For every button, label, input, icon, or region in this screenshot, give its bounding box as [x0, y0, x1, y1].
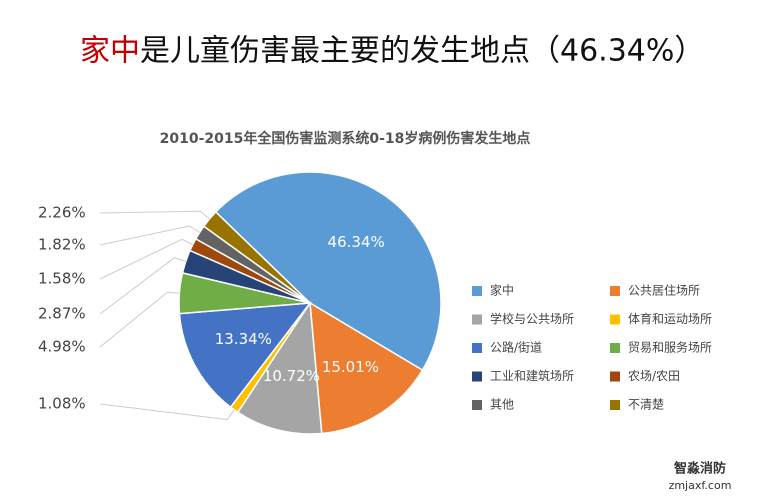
data-label: 1.82% — [38, 236, 86, 254]
data-label: 10.72% — [263, 367, 320, 385]
legend-swatch — [472, 314, 482, 325]
legend-swatch — [472, 371, 482, 382]
legend-label: 公路/街道 — [490, 340, 542, 355]
leader-line — [99, 291, 180, 348]
legend-label: 家中 — [490, 283, 514, 298]
leader-line — [99, 257, 186, 315]
legend-label: 不清楚 — [628, 398, 664, 412]
legend-label: 学校与公共场所 — [490, 311, 574, 326]
leader-line — [99, 210, 210, 220]
legend-swatch — [472, 343, 482, 353]
legend-swatch — [610, 286, 620, 296]
data-label: 2.26% — [38, 204, 86, 222]
data-label: 4.98% — [38, 338, 86, 356]
legend-label: 体育和运动场所 — [628, 311, 712, 326]
leader-line — [99, 238, 193, 280]
legend-swatch — [610, 371, 620, 382]
data-label: 2.87% — [38, 305, 86, 323]
watermark-url: zmjaxf.com — [669, 479, 732, 492]
legend-swatch — [472, 286, 482, 296]
legend-swatch — [472, 400, 482, 410]
data-label: 13.34% — [215, 330, 272, 348]
data-label: 15.01% — [322, 358, 379, 376]
data-label: 1.08% — [38, 395, 86, 413]
legend-label: 其他 — [490, 398, 514, 412]
legend-label: 贸易和服务场所 — [628, 340, 712, 355]
watermark-name: 智淼消防 — [674, 461, 726, 477]
data-label: 46.34% — [328, 233, 385, 251]
legend-label: 农场/农田 — [628, 369, 680, 383]
leader-line — [99, 403, 235, 421]
pie-slice — [214, 171, 442, 372]
pie-slice — [309, 301, 424, 435]
legend-label: 工业和建筑场所 — [490, 368, 574, 383]
leader-line — [99, 225, 200, 246]
legend-label: 公共居住场所 — [628, 284, 700, 298]
legend-swatch — [610, 343, 620, 353]
data-label: 1.58% — [38, 270, 86, 288]
legend-swatch — [610, 400, 620, 410]
chart-title-highlight: 家中 — [80, 34, 140, 69]
chart-subtitle: 2010-2015年全国伤害监测系统0-18岁病例伤害发生地点 — [160, 130, 531, 147]
pie-slice — [178, 302, 312, 409]
legend-swatch — [610, 314, 620, 325]
chart-title: 是儿童伤害最主要的发生地点（46.34%） — [140, 34, 704, 69]
pie-slice — [236, 300, 323, 435]
